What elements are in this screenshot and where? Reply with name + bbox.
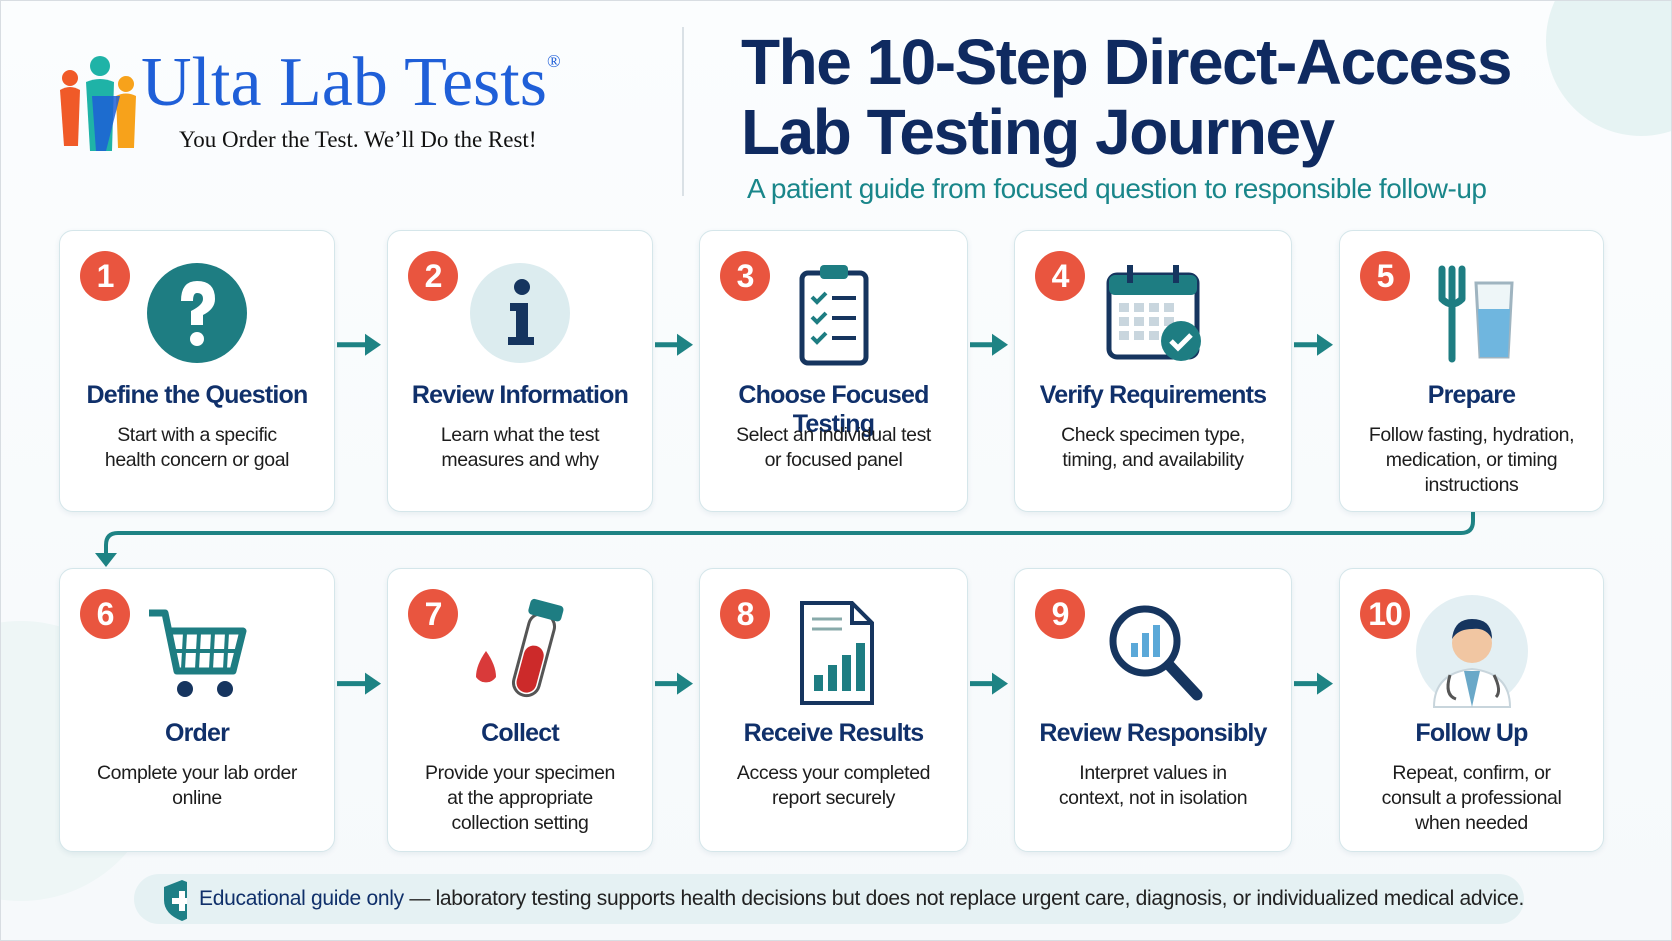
step-icon	[1415, 595, 1528, 708]
step-title: Collect	[481, 719, 560, 747]
step-arrow	[337, 672, 381, 695]
step-icon	[149, 609, 247, 697]
shield-icon	[164, 880, 188, 921]
step-icon	[1106, 265, 1201, 361]
step-title: Prepare	[1427, 381, 1516, 409]
step-arrow	[1294, 672, 1333, 695]
step-card: 9 Review Responsibly Interpret values in c…	[1014, 568, 1292, 852]
step-icon	[476, 598, 564, 698]
step-icon	[1109, 605, 1203, 701]
step-title: Order	[164, 719, 230, 747]
step-description: Start with a specific health concern or …	[104, 424, 290, 471]
step-description: Follow fasting, hydration, medication, o…	[1368, 424, 1575, 496]
step-arrow	[655, 672, 693, 695]
footer: Educational guide only — laboratory test…	[134, 874, 1524, 924]
step-description: Complete your lab order online	[97, 762, 297, 809]
step-title: Verify Requirements	[1039, 381, 1267, 409]
step-card: 3 Choose Focused Testing Select an individ…	[699, 230, 968, 512]
footer-text: Educational guide only — laboratory test…	[199, 887, 1524, 911]
step-title: Choose Focused Testing	[738, 381, 929, 438]
step-card: 8 Receive Results Access your completed re…	[699, 568, 968, 852]
footer-emphasis: Educational guide only	[199, 887, 404, 910]
step-arrow	[970, 333, 1008, 356]
footer-body: — laboratory testing supports health dec…	[409, 887, 1524, 910]
step-description: Access your completed report securely	[736, 762, 931, 809]
title-line: Lab Testing Journey	[741, 96, 1335, 168]
step-arrow	[337, 333, 381, 356]
step-number: 8	[720, 589, 770, 639]
step-card: 7 Collect Provide your specimen at the app…	[387, 568, 653, 852]
step-arrow	[655, 333, 693, 356]
step-title: Define the Question	[86, 381, 309, 409]
step-card: 1 Define the Question Start with a specifi…	[59, 230, 335, 512]
step-icon	[799, 265, 868, 366]
step-description: Repeat, confirm, or consult a profession…	[1381, 762, 1562, 834]
subtitle: A patient guide from focused question to…	[747, 173, 1487, 204]
step-description: Check specimen type, timing, and availab…	[1061, 424, 1245, 471]
step-number: 5	[1360, 251, 1410, 301]
step-title: Receive Results	[743, 719, 925, 747]
step-card: 6 Order Complete your lab order online	[59, 568, 335, 852]
step-icon	[147, 263, 247, 363]
step-number: 2	[408, 251, 458, 301]
step-number: 7	[408, 589, 458, 639]
tagline: You Order the Test. We’ll Do the Rest!	[179, 127, 537, 152]
step-title: Review Information	[411, 381, 629, 409]
brand-name: Ulta Lab Tests	[141, 44, 547, 121]
step-arrow	[970, 672, 1008, 695]
step-card: 10 Follow Up Repeat, confirm, or consult a…	[1339, 568, 1604, 852]
step-card: 2 Review Information Learn what the test m…	[387, 230, 653, 512]
step-description: Provide your specimen at the appropriate…	[425, 762, 615, 834]
step-title: Follow Up	[1415, 719, 1528, 747]
step-number: 10	[1360, 589, 1410, 639]
step-number: 1	[80, 251, 130, 301]
step-number: 3	[720, 251, 770, 301]
step-icon	[1438, 265, 1514, 363]
step-number: 9	[1035, 589, 1085, 639]
registered-mark: ®	[546, 51, 561, 71]
step-card: 4 Verify Requirements Check specimen type,…	[1014, 230, 1292, 512]
title-line: The 10-Step Direct-Access	[741, 26, 1512, 98]
title: The 10-Step Direct-Access Lab Testing Jo…	[741, 26, 1512, 168]
step-number: 4	[1035, 251, 1085, 301]
step-number: 6	[80, 589, 130, 639]
step-title: Review Responsibly	[1039, 719, 1267, 747]
step-card: 5 Prepare Follow fasting, hydration, medic…	[1339, 230, 1604, 512]
step-arrow	[1294, 333, 1333, 356]
step-icon	[470, 263, 570, 363]
step-description: Learn what the test measures and why	[440, 424, 600, 471]
brand: Ulta Lab Tests®	[141, 43, 561, 123]
step-icon	[799, 601, 874, 705]
step-description: Select an individual test or focused pan…	[736, 424, 931, 471]
step-description: Interpret values in context, not in isol…	[1058, 762, 1248, 809]
